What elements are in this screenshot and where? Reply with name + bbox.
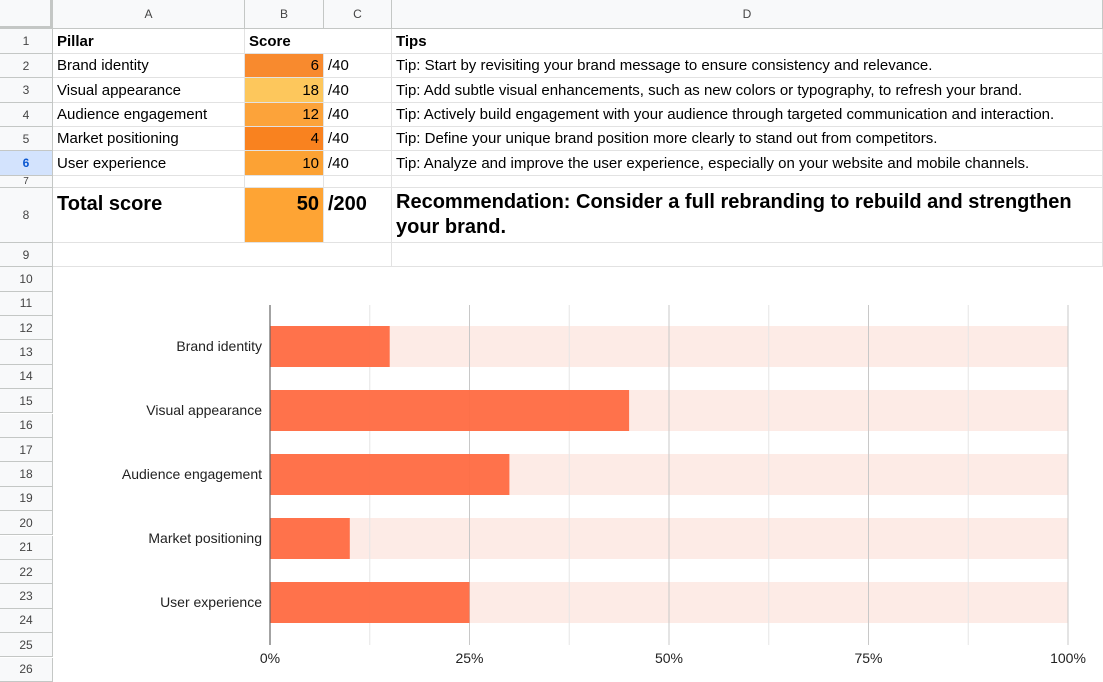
bar-audience-engagement [270, 454, 510, 495]
category-label: Visual appearance [146, 402, 262, 418]
total-max-score[interactable]: /200 [324, 188, 392, 243]
max-score-cell[interactable]: /40 [324, 54, 392, 78]
score-cell[interactable]: 6 [245, 54, 324, 78]
column-header-d[interactable]: D [392, 0, 1103, 29]
column-header-b[interactable]: B [245, 0, 324, 29]
row-header-7[interactable]: 7 [0, 176, 53, 188]
category-label: Market positioning [148, 530, 262, 546]
row-header-11[interactable]: 11 [0, 291, 53, 316]
bar-brand-identity [270, 326, 390, 367]
pillar-cell[interactable]: Visual appearance [53, 78, 245, 103]
max-score-cell[interactable]: /40 [324, 78, 392, 103]
row-header-21[interactable]: 21 [0, 535, 53, 560]
row-header-16[interactable]: 16 [0, 413, 53, 438]
score-cell[interactable]: 18 [245, 78, 324, 103]
empty-cell[interactable] [245, 176, 324, 188]
total-score-label[interactable]: Total score [53, 188, 245, 243]
row-header-6[interactable]: 6 [0, 151, 53, 176]
row-header-23[interactable]: 23 [0, 584, 53, 609]
row-header-8[interactable]: 8 [0, 188, 53, 243]
score-cell[interactable]: 4 [245, 127, 324, 151]
column-header-c[interactable]: C [324, 0, 392, 29]
row-header-24[interactable]: 24 [0, 608, 53, 634]
score-cell[interactable]: 10 [245, 151, 324, 176]
row-header-3[interactable]: 3 [0, 78, 53, 103]
row-header-15[interactable]: 15 [0, 389, 53, 414]
x-tick-label: 100% [1050, 650, 1086, 666]
row-header-19[interactable]: 19 [0, 486, 53, 512]
max-score-cell[interactable]: /40 [324, 151, 392, 176]
row-header-9[interactable]: 9 [0, 243, 53, 267]
category-label: Brand identity [176, 338, 262, 354]
max-score-cell[interactable]: /40 [324, 127, 392, 151]
row-header-1[interactable]: 1 [0, 29, 53, 54]
row-header-13[interactable]: 13 [0, 340, 53, 365]
category-label: Audience engagement [121, 466, 262, 482]
pillar-cell[interactable]: Brand identity [53, 54, 245, 78]
column-header-a[interactable]: A [53, 0, 245, 29]
row-header-14[interactable]: 14 [0, 364, 53, 390]
row-header-20[interactable]: 20 [0, 511, 53, 536]
row-header-17[interactable]: 17 [0, 437, 53, 463]
score-cell[interactable]: 12 [245, 103, 324, 127]
x-tick-label: 0% [259, 650, 281, 666]
bar-market-positioning [270, 518, 350, 559]
pillar-cell[interactable]: Market positioning [53, 127, 245, 151]
category-label: User experience [160, 594, 262, 610]
row-header-12[interactable]: 12 [0, 315, 53, 341]
max-score-cell[interactable]: /40 [324, 103, 392, 127]
empty-cell[interactable] [324, 176, 392, 188]
bar-user-experience [270, 582, 470, 623]
pillar-cell[interactable]: User experience [53, 151, 245, 176]
empty-cell[interactable] [53, 176, 245, 188]
bar-visual-appearance [270, 390, 630, 431]
row-header-5[interactable]: 5 [0, 127, 53, 151]
header-pillar[interactable]: Pillar [53, 29, 245, 54]
select-all-corner[interactable] [0, 0, 53, 29]
row-header-2[interactable]: 2 [0, 54, 53, 78]
total-score-value[interactable]: 50 [245, 188, 324, 243]
empty-cell[interactable] [53, 243, 392, 267]
row-header-22[interactable]: 22 [0, 559, 53, 585]
row-header-4[interactable]: 4 [0, 103, 53, 127]
x-tick-label: 50% [654, 650, 684, 666]
recommendation-cell[interactable]: Recommendation: Consider a full rebrandi… [392, 188, 1103, 243]
x-tick-label: 25% [455, 650, 484, 666]
x-tick-label: 75% [854, 650, 883, 666]
header-score[interactable]: Score [245, 29, 392, 54]
row-header-18[interactable]: 18 [0, 462, 53, 487]
row-header-10[interactable]: 10 [0, 267, 53, 292]
row-header-25[interactable]: 25 [0, 633, 53, 658]
pillar-cell[interactable]: Audience engagement [53, 103, 245, 127]
